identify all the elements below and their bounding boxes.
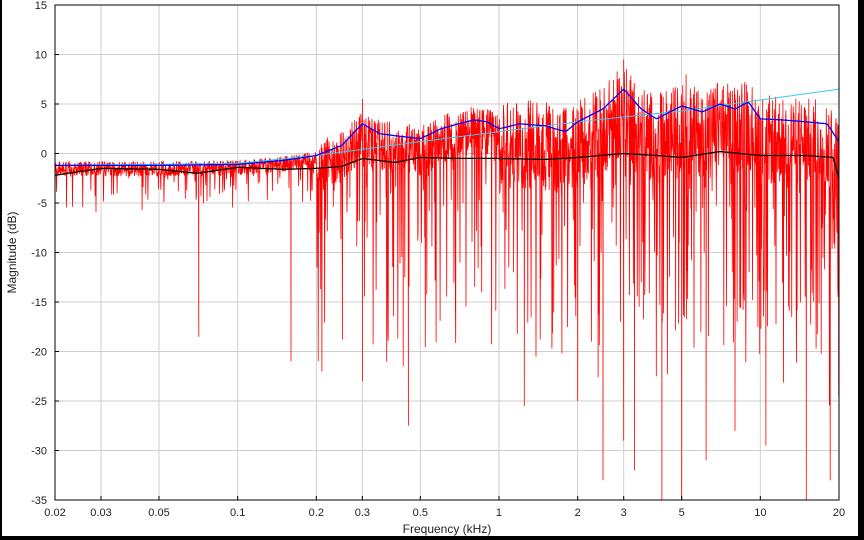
series-smoothed-blue	[55, 88, 840, 167]
y-tick-label: 5	[41, 99, 47, 111]
y-tick-label: 0	[41, 149, 47, 161]
x-tick-label: 0.03	[90, 507, 111, 519]
y-axis-label: Magnitude (dB)	[5, 211, 19, 293]
y-tick-label: 10	[35, 50, 47, 62]
x-tick-label: 3	[621, 507, 627, 519]
series-layer	[54, 59, 840, 501]
x-tick-label: 0.02	[44, 507, 65, 519]
y-tick-label: -15	[31, 297, 47, 309]
tick-labels: 0.02 0.03 0.05 0.1 0.2 0.3 0.5 1 2 3 5 10 20 -35 -30 -2…	[31, 0, 845, 519]
y-tick-label: -10	[31, 248, 47, 260]
y-tick-label: -35	[31, 495, 47, 507]
y-tick-label: -20	[31, 347, 47, 359]
series-raw-response	[54, 59, 840, 501]
x-tick-label: 0.1	[230, 507, 245, 519]
x-tick-label: 10	[754, 507, 766, 519]
y-tick-label: 15	[35, 0, 47, 12]
y-tick-label: -30	[31, 446, 47, 458]
x-tick-label: 0.3	[355, 507, 370, 519]
x-tick-label: 0.2	[309, 507, 324, 519]
x-tick-label: 0.05	[148, 507, 169, 519]
x-tick-label: 20	[833, 507, 845, 519]
series-trend-cyan	[55, 88, 840, 166]
y-tick-label: -5	[37, 198, 47, 210]
x-tick-label: 0.5	[413, 507, 428, 519]
y-tick-label: -25	[31, 396, 47, 408]
x-axis-label: Frequency (kHz)	[403, 522, 492, 536]
x-tick-label: 5	[679, 507, 685, 519]
x-tick-label: 1	[496, 507, 502, 519]
x-tick-label: 2	[575, 507, 581, 519]
series-smoothed-black	[54, 150, 840, 179]
